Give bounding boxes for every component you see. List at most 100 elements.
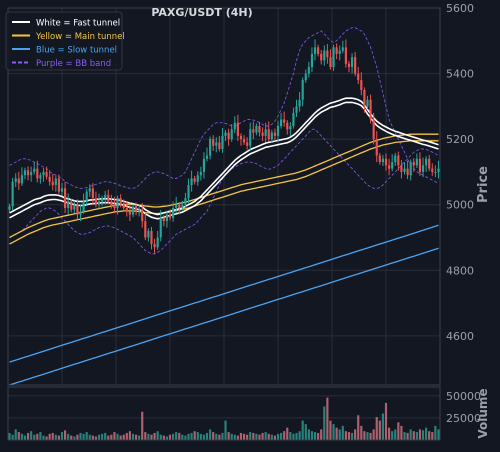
axes-layer: 4600 4800 5000 5200 5400 5600 25000 50000 Price V… (7, 2, 491, 441)
volume-bar (391, 431, 394, 440)
volume-bar (33, 434, 36, 440)
candle-body (400, 165, 403, 172)
candle-body (181, 204, 184, 208)
volume-bar (354, 429, 357, 440)
volume-bar (91, 435, 94, 440)
candle-body (91, 188, 94, 199)
candle-body (431, 168, 434, 172)
candle-body (39, 175, 42, 179)
candle-body (224, 132, 227, 136)
volume-bar (307, 429, 310, 440)
volume-bar (276, 433, 280, 440)
volume-bar (107, 435, 110, 440)
candle-body (159, 217, 162, 238)
volume-bar (264, 432, 267, 440)
candle-body (341, 47, 344, 51)
candle-body (230, 129, 233, 140)
candle-body (406, 168, 409, 176)
volume-bar (239, 432, 243, 440)
volume-bar (57, 435, 60, 440)
volume-bar (196, 432, 199, 440)
volume-bar (252, 432, 255, 440)
volume-bar (350, 432, 354, 440)
candle-body (202, 158, 206, 172)
volume-bar (313, 432, 317, 440)
slow-tunnel-upper-line (9, 224, 439, 363)
price-axis-label: Price (476, 166, 491, 203)
candle-body (45, 171, 48, 177)
candle-body (107, 194, 110, 202)
candle-body (8, 206, 11, 210)
candle-body (48, 176, 51, 182)
candle-body (283, 119, 286, 123)
volume-bar (101, 433, 104, 440)
candle-body (354, 57, 357, 74)
volume-bar (397, 422, 400, 440)
volume-bar (156, 431, 159, 440)
volume-tick-label: 50000 (446, 390, 481, 403)
candle-body (14, 178, 17, 182)
candle-body (97, 201, 101, 205)
candle-body (264, 129, 267, 136)
volume-bar (249, 432, 252, 440)
candle-body (372, 119, 375, 140)
candle-body (11, 181, 14, 207)
candle-body (403, 168, 406, 172)
volume-bar (434, 425, 437, 440)
volume-bar (400, 425, 403, 440)
chart-legend: White = Fast tunnel Yellow = Main tunnel B… (5, 11, 125, 71)
candle-body (20, 175, 23, 184)
volume-bar (329, 420, 332, 440)
candle-body (209, 139, 212, 156)
candle-body (60, 188, 64, 192)
volume-bar (199, 433, 202, 440)
volume-bar (283, 431, 286, 440)
candle-body (70, 201, 73, 210)
volume-bar (289, 432, 292, 440)
volume-bar (104, 432, 107, 440)
volume-bar (242, 433, 246, 440)
candle-body (233, 122, 236, 130)
volume-bar (70, 435, 73, 440)
candle-body (64, 188, 67, 208)
candle-body (51, 181, 54, 186)
candle-body (289, 126, 292, 130)
price-tick-label: 5200 (446, 133, 474, 146)
volume-bar (366, 432, 369, 440)
volume-bar (175, 432, 178, 440)
candle-body (94, 198, 98, 205)
volume-bar (363, 431, 366, 440)
candle-body (54, 178, 57, 186)
candle-body (168, 214, 172, 218)
legend-box (5, 11, 123, 71)
volume-bar (310, 431, 314, 440)
volume-bar (406, 432, 409, 440)
candle-body (227, 132, 230, 140)
volume-bar (425, 427, 428, 440)
volume-bar (394, 429, 397, 440)
volume-bar (230, 433, 233, 440)
volume-bar (369, 432, 372, 440)
volume-bar (415, 432, 418, 440)
candle-body (255, 126, 258, 133)
candle-body (221, 135, 224, 149)
volume-bar (418, 429, 422, 440)
candle-body (172, 207, 175, 218)
candle-body (79, 211, 82, 215)
candle-body (215, 142, 218, 146)
volume-bar (51, 432, 54, 440)
volume-bar (119, 435, 122, 440)
candle-body (67, 201, 70, 208)
volume-tick-label: 25000 (446, 412, 481, 425)
candle-body (17, 178, 20, 184)
candle-body (409, 162, 412, 176)
candle-body (391, 162, 394, 169)
volume-bar (54, 434, 57, 440)
candle-body (397, 155, 400, 166)
price-tick-label: 5600 (446, 2, 474, 15)
candle-body (273, 132, 276, 136)
legend-entry-label: Purple = BB band (36, 59, 111, 69)
candle-body (310, 53, 314, 68)
volume-bar (344, 431, 347, 440)
volume-bar (258, 434, 261, 440)
